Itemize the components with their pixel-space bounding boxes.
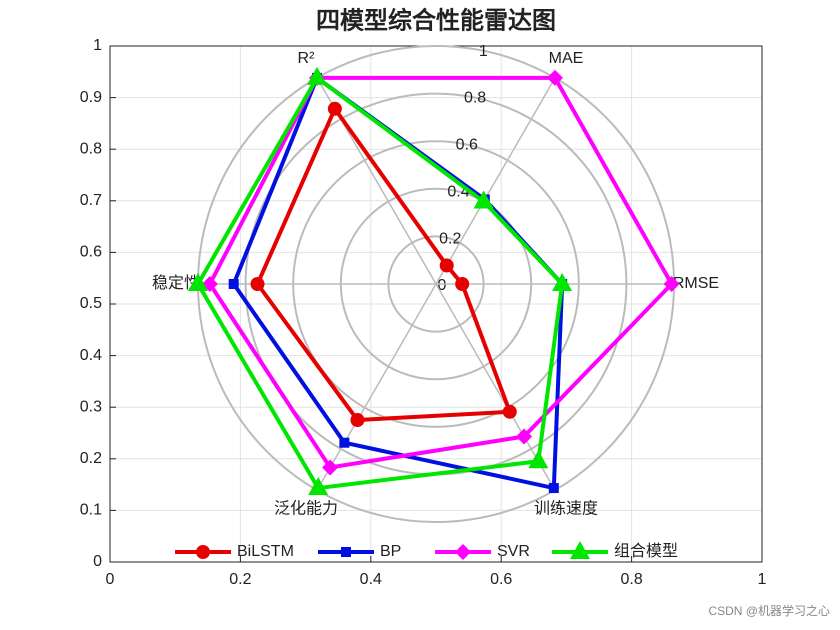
marker <box>308 477 329 496</box>
y-tick-label: 0.4 <box>80 347 102 364</box>
y-tick-label: 0.2 <box>80 450 102 467</box>
marker <box>339 437 350 448</box>
legend-label: BiLSTM <box>237 543 294 560</box>
spoke <box>435 77 556 285</box>
axis-label: RMSE <box>673 275 719 292</box>
axis-label: 稳定性 <box>152 274 200 292</box>
marker <box>473 190 494 209</box>
legend-label: BP <box>380 543 401 560</box>
r-tick-label: 1 <box>479 43 488 60</box>
x-tick-label: 0.2 <box>229 571 251 588</box>
marker <box>439 258 454 273</box>
marker <box>188 273 208 291</box>
axis-label: 训练速度 <box>534 499 598 517</box>
marker <box>516 428 533 445</box>
marker <box>528 450 549 469</box>
legend-marker <box>455 544 471 560</box>
axis-label: MAE <box>549 50 584 67</box>
r-tick-label: 0.2 <box>439 230 461 247</box>
r-tick-label: 0 <box>438 277 447 294</box>
marker <box>663 276 680 292</box>
marker <box>250 277 265 291</box>
axis-label: R² <box>298 50 316 67</box>
legend-marker <box>570 541 590 559</box>
y-tick-label: 0.1 <box>80 502 102 519</box>
y-tick-label: 0.3 <box>80 398 102 415</box>
x-tick-label: 0.6 <box>490 571 512 588</box>
marker <box>322 459 339 476</box>
spoke <box>435 283 556 491</box>
chart-title: 四模型综合性能雷达图 <box>316 6 556 35</box>
marker <box>552 273 573 291</box>
footer: CSDN @机器学习之心 <box>708 603 830 618</box>
marker <box>548 483 559 494</box>
marker <box>307 66 327 85</box>
y-tick-label: 0.6 <box>80 244 102 261</box>
x-tick-label: 0.4 <box>360 571 382 588</box>
y-tick-label: 0.7 <box>80 192 102 209</box>
x-tick-label: 1 <box>758 571 767 588</box>
legend-label: 组合模型 <box>614 542 678 560</box>
y-tick-label: 0.9 <box>80 89 102 106</box>
y-tick-label: 0.5 <box>80 295 102 312</box>
legend-marker <box>341 547 351 557</box>
marker <box>547 69 563 86</box>
marker <box>502 404 517 419</box>
y-tick-label: 0.8 <box>80 140 102 157</box>
axis-label: 泛化能力 <box>274 499 338 517</box>
marker <box>327 101 342 116</box>
r-tick-label: 0.8 <box>464 90 486 107</box>
y-tick-label: 0 <box>93 553 102 570</box>
marker <box>228 279 239 289</box>
marker <box>350 413 365 428</box>
x-tick-label: 0.8 <box>620 571 642 588</box>
spoke <box>316 283 437 491</box>
legend-label: SVR <box>497 543 530 560</box>
marker <box>455 277 470 291</box>
legend-marker <box>196 545 210 559</box>
y-tick-label: 1 <box>93 37 102 54</box>
r-tick-label: 0.6 <box>456 137 478 154</box>
x-tick-label: 0 <box>106 571 115 588</box>
